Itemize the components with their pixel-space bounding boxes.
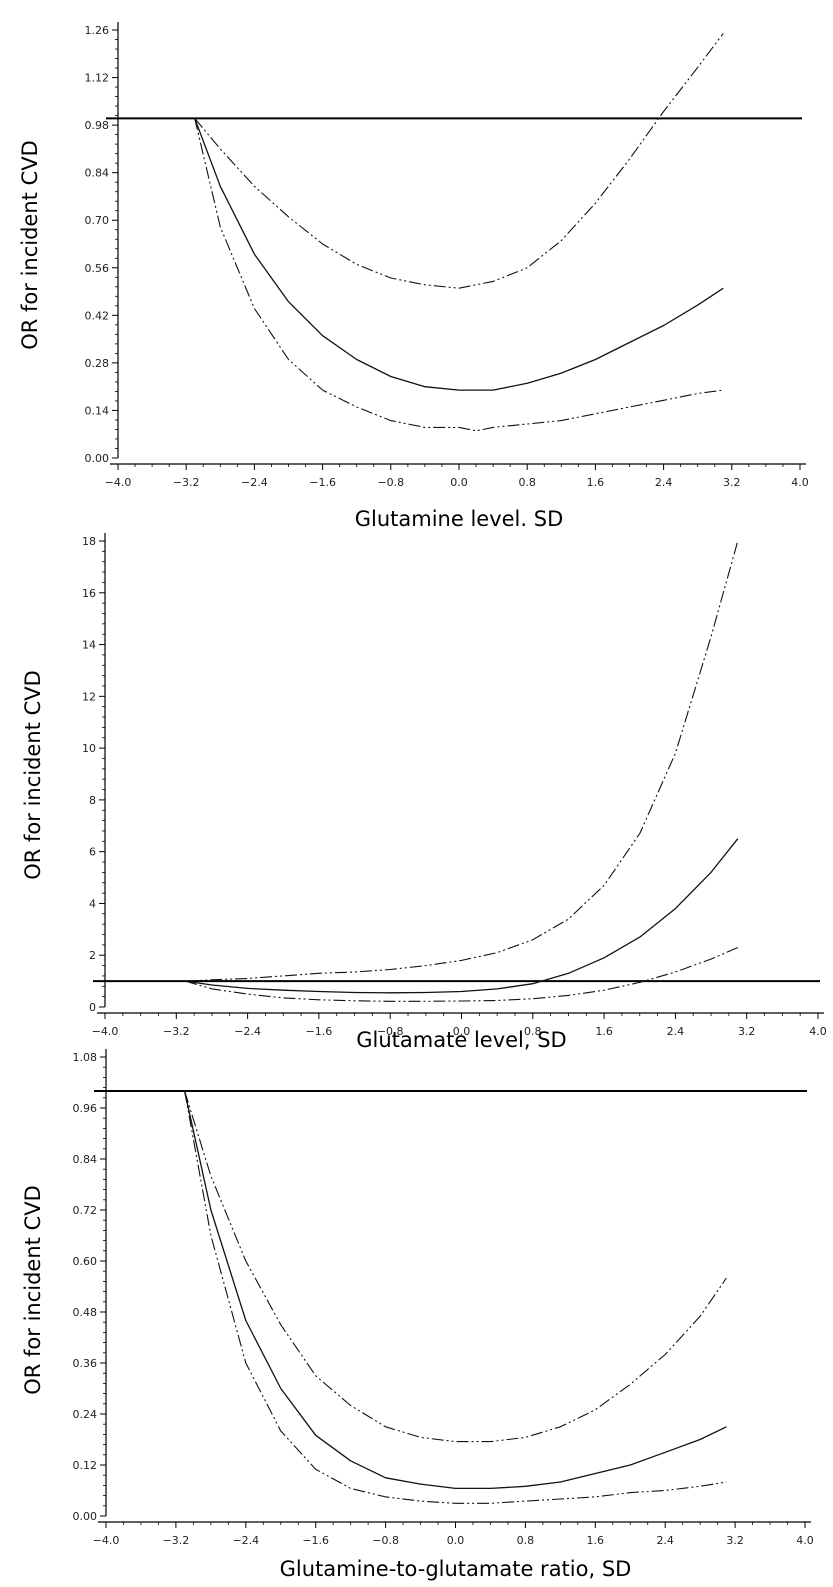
panel-glutamine: 0.00 0.14 0.28 0.42 0.56 0.70 0.84 0.98 1.12 1.26… [18,22,809,531]
confidence-bound-curve [184,1090,727,1504]
x-tick-label: −1.6 [309,476,336,489]
y-tick-label: 1.08 [73,1051,98,1064]
x-tick-label: −4.0 [105,476,132,489]
x-tick-label: −0.8 [372,1534,399,1547]
panel-glutamate: 0 2 4 6 8 10 12 14 16 18 −4.0 −3.2 −2.4 −1.6 −0.8 0.0 0.… [21,533,827,1052]
confidence-bound-curve [185,946,739,1002]
y-tick-label: 0.00 [85,452,110,465]
y-tick-label: 0.72 [73,1204,98,1217]
x-tick-label: −1.6 [306,1025,333,1038]
y-tick-label: 2 [89,949,96,962]
estimate-curve [185,838,739,994]
y-tick-label: 0.84 [85,167,110,180]
y-tick-label: 10 [82,742,96,755]
y-tick-label: 18 [82,535,96,548]
x-axis-label: Glutamine-to-glutamate ratio, SD [280,1557,632,1581]
x-tick-label: −1.6 [302,1534,329,1547]
estimate-curve [183,1090,727,1490]
y-tick-label: 0.56 [85,262,110,275]
confidence-bound-curve [185,540,739,982]
y-tick-label: 1.26 [85,24,110,37]
y-tick-label: 0.42 [85,309,110,322]
panel-ratio: 0.00 0.12 0.24 0.36 0.48 0.60 0.72 0.84 0.96 1.08… [21,1049,814,1581]
x-tick-label: 1.6 [595,1025,613,1038]
y-axis-label: OR for incident CVD [21,670,45,880]
x-tick-label: 0.0 [453,1025,471,1038]
x-tick-label: 0.0 [447,1534,465,1547]
x-tick-label: 1.6 [587,1534,605,1547]
y-tick-label: 8 [89,794,96,807]
confidence-bound-curve [184,1090,727,1443]
estimate-curve [194,118,724,391]
x-tick-label: 3.2 [723,476,741,489]
y-tick-label: 0 [89,1001,96,1014]
x-tick-label: 0.0 [450,476,468,489]
x-tick-label: −4.0 [93,1534,120,1547]
y-tick-label: 0.00 [73,1510,98,1523]
y-axis-label: OR for incident CVD [21,1185,45,1395]
y-tick-label: 0.84 [73,1153,98,1166]
y-tick-label: 12 [82,690,96,703]
x-tick-label: −0.8 [377,476,404,489]
x-tick-label: 4.0 [796,1534,814,1547]
x-tick-label: −2.4 [241,476,268,489]
x-tick-label: 1.6 [587,476,605,489]
x-tick-label: −3.2 [163,1025,190,1038]
x-tick-label: 4.0 [791,476,809,489]
y-tick-label: 6 [89,846,96,859]
x-tick-label: −0.8 [377,1025,404,1038]
x-tick-label: 0.8 [517,1534,535,1547]
x-axis-label: Glutamine level. SD [355,507,564,531]
y-tick-label: 0.48 [73,1306,98,1319]
x-tick-label: 3.2 [726,1534,744,1547]
y-tick-label: 0.36 [73,1357,98,1370]
y-tick-label: 1.12 [85,72,110,85]
y-tick-label: 0.12 [73,1459,98,1472]
y-tick-label: 0.60 [73,1255,98,1268]
x-tick-label: −3.2 [173,476,200,489]
x-tick-label: 4.0 [809,1025,827,1038]
y-tick-label: 0.70 [85,214,110,227]
x-tick-label: −4.0 [92,1025,119,1038]
x-tick-label: 0.8 [518,476,536,489]
y-tick-label: 0.98 [85,119,110,132]
x-axis-label: Glutamate level, SD [356,1028,566,1052]
x-tick-label: 2.4 [655,476,673,489]
x-tick-label: 2.4 [667,1025,685,1038]
confidence-bound-curve [194,118,724,432]
y-tick-label: 16 [82,587,96,600]
x-tick-label: 0.8 [524,1025,542,1038]
y-tick-label: 0.24 [73,1408,98,1421]
y-tick-label: 0.14 [85,404,110,417]
x-tick-label: −3.2 [163,1534,190,1547]
x-tick-label: −2.4 [234,1025,261,1038]
y-tick-label: 0.28 [85,357,110,370]
x-tick-label: −2.4 [232,1534,259,1547]
y-tick-label: 0.96 [73,1102,98,1115]
x-tick-label: 2.4 [656,1534,674,1547]
y-tick-label: 4 [89,897,96,910]
y-tick-label: 14 [82,639,96,652]
confidence-bound-curve [194,33,724,289]
y-axis-label: OR for incident CVD [18,140,42,350]
x-tick-label: 3.2 [738,1025,756,1038]
